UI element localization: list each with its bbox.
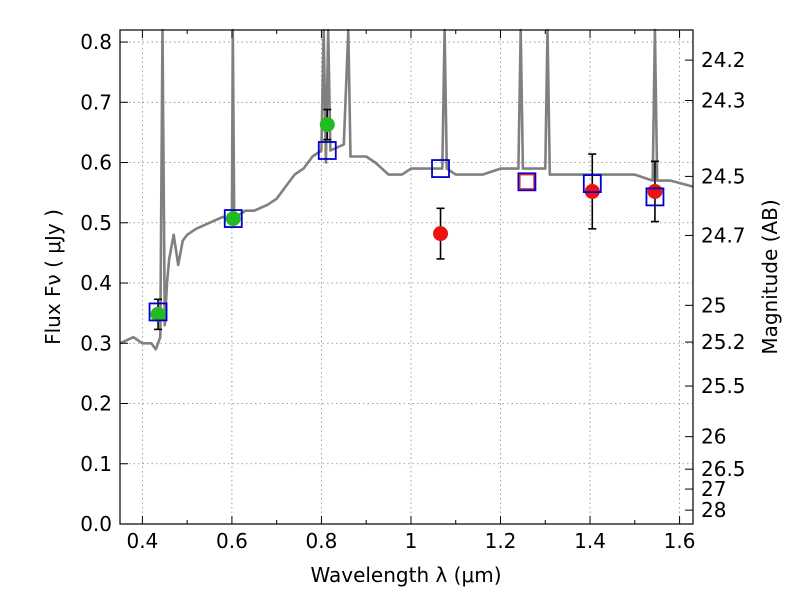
blue-model-box <box>582 174 602 194</box>
mag-tick-label: 26 <box>701 425 726 449</box>
y-tick-label: 0.2 <box>80 392 112 416</box>
x-axis-title: Wavelength λ (μm) <box>310 563 501 587</box>
model-spectrum-line <box>119 28 694 351</box>
mag-tick-label: 25.5 <box>701 374 746 398</box>
y-tick-label: 0.7 <box>80 90 112 114</box>
y-axis-ticks: 0.0 0.1 0.2 0.3 0.4 0.5 0.6 0.7 0.8 <box>80 30 128 536</box>
mag-tick-label: 25.2 <box>701 330 746 354</box>
marker-series <box>148 108 665 331</box>
blue-model-box <box>148 302 168 322</box>
mag-tick-label: 25 <box>701 293 726 317</box>
spectrum-series <box>119 28 694 351</box>
blue-model-box <box>645 187 665 207</box>
mag-tick-label: 24.5 <box>701 164 746 188</box>
plot-frame <box>119 29 694 525</box>
y-axis-title: Flux Fν ( μJy ) <box>41 209 65 345</box>
mag-tick-label: 28 <box>701 498 726 522</box>
y-tick-label: 0.3 <box>80 331 112 355</box>
y-tick-label: 0.0 <box>80 512 112 536</box>
x-tick-label: 1 <box>405 529 418 553</box>
blue-model-box <box>223 209 243 228</box>
mag-tick-label: 24.3 <box>701 88 746 112</box>
right-axis-title: Magnitude (AB) <box>758 199 782 354</box>
x-tick-label: 1.4 <box>574 529 606 553</box>
y-tick-label: 0.1 <box>80 452 112 476</box>
x-tick-label: 0.8 <box>306 529 338 553</box>
green-photometry-point <box>319 117 335 133</box>
green-photometry-point <box>225 211 241 227</box>
y-tick-label: 0.6 <box>80 151 112 175</box>
x-axis-ticks: 0.4 0.6 0.8 1 1.2 1.4 1.6 <box>126 30 695 553</box>
x-tick-label: 1.6 <box>664 529 696 553</box>
x-tick-label: 1.2 <box>485 529 517 553</box>
blue-model-box <box>431 159 450 178</box>
y-tick-label: 0.8 <box>80 30 112 54</box>
mag-tick-label: 24.2 <box>701 48 746 72</box>
x-tick-label: 0.4 <box>126 529 158 553</box>
mag-tick-label: 24.7 <box>701 223 746 247</box>
y-tick-label: 0.4 <box>80 271 112 295</box>
mag-tick-label: 27 <box>701 477 726 501</box>
red-photometry-point <box>433 226 449 242</box>
plot-background <box>120 30 693 524</box>
blue-model-box <box>517 172 537 192</box>
red-model-box <box>519 174 535 190</box>
blue-model-box <box>317 141 337 160</box>
x-tick-label: 0.6 <box>216 529 248 553</box>
red-photometry-point <box>647 183 663 199</box>
green-photometry-point <box>150 306 166 322</box>
y-tick-label: 0.5 <box>80 211 112 235</box>
mag-tick-label: 26.5 <box>701 457 746 481</box>
